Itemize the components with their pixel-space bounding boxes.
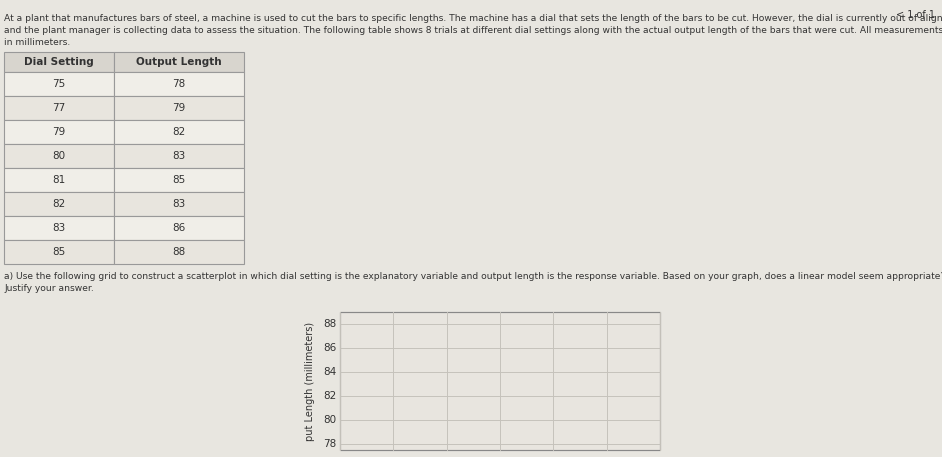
Bar [114,168,244,192]
Bar [114,144,244,168]
Bar [4,120,114,144]
Text: 82: 82 [53,199,66,209]
Text: At a plant that manufactures bars of steel, a machine is used to cut the bars to: At a plant that manufactures bars of ste… [4,14,942,23]
Text: a) Use the following grid to construct a scatterplot in which dial setting is th: a) Use the following grid to construct a… [4,272,942,281]
Bar [114,240,244,264]
Text: 77: 77 [53,103,66,113]
Text: 78: 78 [323,439,336,449]
Text: and the plant manager is collecting data to assess the situation. The following : and the plant manager is collecting data… [4,26,942,35]
Text: 85: 85 [172,175,186,185]
Text: Justify your answer.: Justify your answer. [4,284,94,293]
Text: put Length (millimeters): put Length (millimeters) [305,321,315,441]
Bar [114,72,244,96]
Text: Output Length: Output Length [137,57,221,67]
Text: 79: 79 [172,103,186,113]
Bar [4,52,114,72]
Text: 80: 80 [323,415,336,425]
Text: 80: 80 [53,151,66,161]
Text: 88: 88 [172,247,186,257]
Bar [114,96,244,120]
Text: 79: 79 [53,127,66,137]
Text: 85: 85 [53,247,66,257]
Bar [4,168,114,192]
Bar [340,312,660,450]
Text: 83: 83 [172,151,186,161]
Bar [114,192,244,216]
Text: 83: 83 [172,199,186,209]
Bar [114,120,244,144]
Text: 86: 86 [172,223,186,233]
Bar [4,144,114,168]
Bar [114,216,244,240]
Text: 81: 81 [53,175,66,185]
Bar [114,52,244,72]
Bar [4,216,114,240]
Bar [4,240,114,264]
Text: Dial Setting: Dial Setting [24,57,94,67]
Text: 83: 83 [53,223,66,233]
Text: in millimeters.: in millimeters. [4,38,71,47]
Text: 82: 82 [172,127,186,137]
Bar [4,192,114,216]
Text: 82: 82 [323,391,336,401]
Bar [4,72,114,96]
Text: 75: 75 [53,79,66,89]
Bar [4,96,114,120]
Bar [340,312,660,450]
Text: 78: 78 [172,79,186,89]
Text: < 1 of 1: < 1 of 1 [896,10,935,20]
Text: 86: 86 [323,343,336,353]
Text: 88: 88 [323,319,336,329]
Text: 84: 84 [323,367,336,377]
